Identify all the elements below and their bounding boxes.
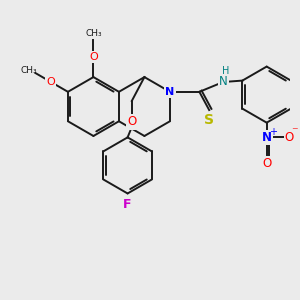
Text: CH₃: CH₃ [85,29,102,38]
Text: +: + [269,127,277,136]
Text: O: O [46,77,55,87]
Text: ⁻: ⁻ [291,125,298,138]
Text: N: N [219,76,228,88]
Text: O: O [127,116,136,128]
Text: H: H [222,66,229,76]
Text: S: S [204,113,214,127]
Text: O: O [262,158,271,170]
Text: F: F [123,198,132,211]
Text: N: N [262,131,272,144]
Text: N: N [165,87,175,97]
Text: O: O [285,131,294,144]
Text: CH₃: CH₃ [20,66,37,75]
Text: O: O [89,52,98,62]
